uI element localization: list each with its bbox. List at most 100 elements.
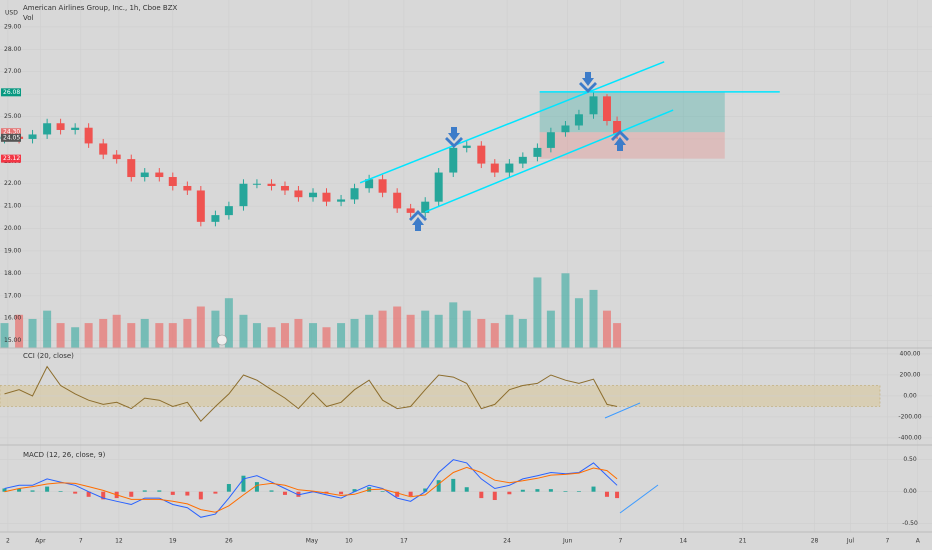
volume-bar [602,310,611,348]
candle-body [393,192,402,209]
cci-line [4,365,618,422]
y-tick-label: 21.00 [4,203,21,210]
candle-body [155,172,164,178]
x-tick-label: 12 [115,538,123,545]
cci-tick-label: 0.00 [903,392,917,399]
macd-histogram-bar [86,491,91,497]
candle-body [602,96,611,122]
candle-body [378,179,387,193]
macd-histogram-bar [492,491,497,501]
candle-body [462,145,471,148]
candle-body [505,163,514,173]
macd-histogram-bar [352,489,357,492]
candle-body [406,208,415,213]
volume-bar [127,323,136,348]
volume-bar [183,318,192,348]
annotation-arrows [409,72,629,231]
event-marker[interactable] [216,334,228,346]
volume-bar [155,323,164,348]
y-tick-label: 20.00 [4,225,21,232]
candle-body [337,199,346,202]
macd-histogram-bar [185,491,190,496]
macd-histogram-bar [451,478,456,492]
candle-body [533,147,542,157]
price-tag [1,133,21,142]
price-tag-label: 26.08 [3,89,20,96]
arrow-down [445,127,463,148]
candle-body [140,172,149,178]
signal-line [4,466,618,513]
macd-histogram-bar [464,487,469,492]
candle-body [127,159,136,178]
y-tick-label: 28.00 [4,46,21,53]
macd-histogram-bar [436,480,441,492]
x-tick-label: 10 [345,538,353,545]
volume-bar [365,314,374,348]
macd-histogram-bar [30,490,35,492]
candle-body [589,96,598,115]
plot-layer [0,61,881,518]
macd-histogram-bar [339,491,344,495]
macd-tick-label: -0.50 [902,520,918,527]
x-tick-label: Apr [35,538,46,545]
price-tag-label: 23.12 [3,155,20,162]
volume-bar [84,323,93,348]
volume-bar [462,310,471,348]
macd-tick-label: 0.00 [903,488,917,495]
candle-body [561,125,570,133]
volume-bar [196,306,205,348]
volume-bar [378,310,387,348]
arrow-up [409,210,427,231]
macd-histogram-bar [282,491,287,495]
macd-histogram-bar [226,484,231,492]
volume-bar [28,318,37,348]
candle-body [56,123,65,130]
volume-bar [490,323,499,348]
candle-body [196,190,205,222]
cci-arrow [604,402,641,419]
volume-bar [56,323,65,348]
volume-bar [239,314,248,348]
x-tick-label: 14 [679,538,687,545]
macd-histogram-bar [507,491,512,495]
x-tick-label: 7 [79,538,83,545]
x-tick-label: Jun [562,538,573,545]
volume-bar [406,314,415,348]
volume-bar [43,310,52,348]
macd-histogram-bar [380,491,385,492]
price-tag-label: 24.30 [3,129,20,136]
y-tick-label: 25.00 [4,113,21,120]
candle-body [322,192,331,202]
x-tick-label: 7 [619,538,623,545]
macd-histogram-bar [408,491,413,497]
macd-histogram-bar [591,486,596,492]
candle-body [449,147,458,173]
volume-bar [434,314,443,348]
trendline [359,61,665,184]
volume-bar [574,298,583,348]
x-tick-label: 7 [886,538,890,545]
candle-body [350,188,359,200]
macd-histogram-bar [254,482,259,492]
macd-histogram-bar [170,491,175,495]
macd-arrow [619,484,659,514]
y-tick-label: 17.00 [4,292,21,299]
candle-body [211,215,220,222]
y-tick-label: 19.00 [4,247,21,254]
macd-histogram-bar [101,491,106,500]
position-stop [539,132,725,159]
trendline [424,109,674,213]
x-tick-label: 21 [739,538,747,545]
y-tick-label: 27.00 [4,68,21,75]
cci-label: CCI (20, close) [23,352,74,360]
macd-histogram-bar [296,491,301,497]
volume-bar [393,306,402,348]
x-tick-label: May [306,538,319,545]
chart-title: American Airlines Group, Inc., 1h, Cboe … [23,4,178,12]
volume-bar [252,323,261,348]
y-tick-label: 15.00 [4,337,21,344]
candle-body [434,172,443,202]
volume-bar [421,310,430,348]
candle-body [490,163,499,173]
candle-body [613,121,622,135]
